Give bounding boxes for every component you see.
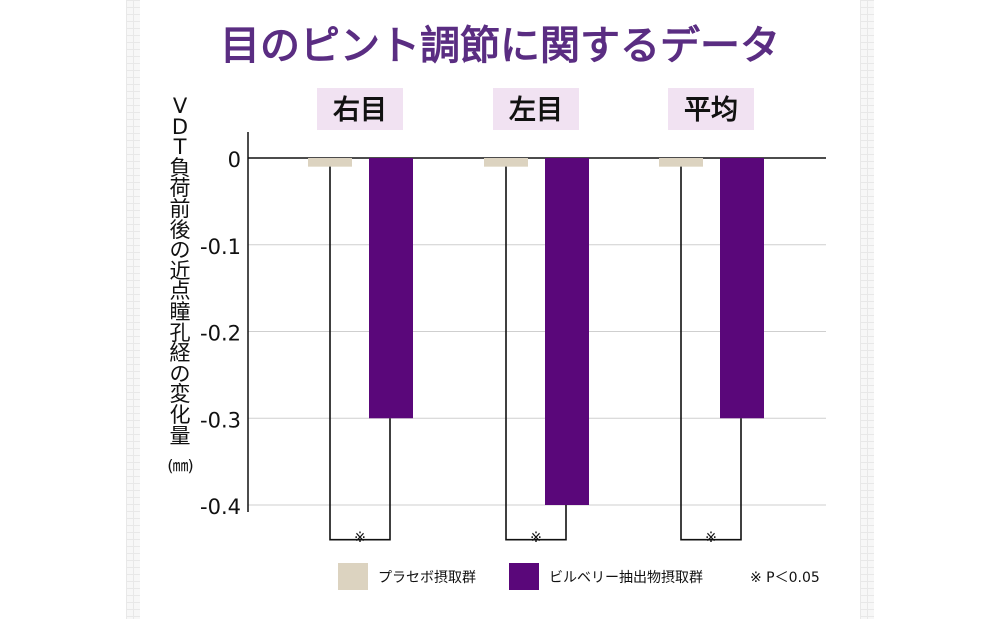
- error-bracket: [505, 166, 567, 541]
- y-tick-label: 0: [228, 148, 241, 172]
- y-tick-label: -0.2: [200, 322, 241, 346]
- category-label: 右目: [333, 95, 387, 126]
- y-axis-label-char: 化: [169, 402, 191, 427]
- y-axis-label-char: の: [169, 238, 191, 263]
- category-labels: 右目 左目 平均: [317, 88, 754, 130]
- bar-placebo: [484, 158, 528, 167]
- category-label-bg: [668, 88, 754, 130]
- y-axis-label-char: 荷: [169, 176, 191, 201]
- y-axis-label-char: 孔: [169, 320, 191, 345]
- category-label: 左目: [509, 95, 563, 126]
- legend: プラセボ摂取群 ビルベリー抽出物摂取群 ※ P＜0.05: [338, 563, 820, 590]
- error-brackets: ※ ※ ※: [329, 166, 742, 546]
- legend-swatch-bilberry: [509, 563, 539, 590]
- error-bracket: [329, 166, 391, 541]
- legend-swatch-placebo: [338, 563, 368, 590]
- y-axis-unit: (㎜): [167, 456, 193, 476]
- y-axis-label-char: D: [171, 114, 189, 139]
- significance-note: ※ P＜0.05: [750, 570, 820, 586]
- y-axis-label-char: 負: [169, 155, 191, 180]
- category-label: 平均: [684, 95, 738, 126]
- legend-label-bilberry: ビルベリー抽出物摂取群: [549, 570, 703, 586]
- bar-placebo: [308, 158, 352, 167]
- category-label-bg: [493, 88, 579, 130]
- error-bracket: [680, 166, 742, 541]
- y-axis-label-char: 瞳: [169, 299, 191, 324]
- legend-label-placebo: プラセボ摂取群: [378, 570, 476, 586]
- bars: [308, 158, 764, 505]
- bar-bilberry: [545, 158, 589, 505]
- y-axis-label-char: V: [172, 94, 188, 118]
- significance-mark: ※: [354, 530, 366, 546]
- significance-mark: ※: [530, 530, 542, 546]
- category-label-bg: [317, 88, 403, 130]
- y-axis-label-char: 量: [169, 423, 191, 448]
- background-grid-left: [126, 0, 140, 619]
- y-tick-labels: 0 -0.1 -0.2 -0.3 -0.4: [200, 148, 241, 519]
- y-axis-label-char: 前: [169, 196, 191, 221]
- y-tick-label: -0.1: [200, 235, 241, 259]
- bar-bilberry: [369, 158, 413, 419]
- significance-mark: ※: [705, 530, 717, 546]
- y-axis-label-char: の: [169, 361, 191, 386]
- y-axis-label-char: 後: [169, 217, 191, 242]
- y-tick-label: -0.3: [200, 408, 241, 432]
- background-grid-right: [860, 0, 874, 619]
- y-tick-label: -0.4: [200, 495, 241, 519]
- y-axis-label-char: 経: [169, 341, 191, 366]
- bar-placebo: [659, 158, 703, 167]
- y-axis-label-char: 点: [169, 279, 191, 304]
- chart-title: 目のピント調節に関するデータ: [220, 23, 780, 69]
- bar-bilberry: [720, 158, 764, 419]
- y-axis-label-char: T: [173, 135, 187, 160]
- y-axis-label-char: 近: [169, 258, 191, 283]
- y-axis-label-char: 変: [169, 382, 191, 407]
